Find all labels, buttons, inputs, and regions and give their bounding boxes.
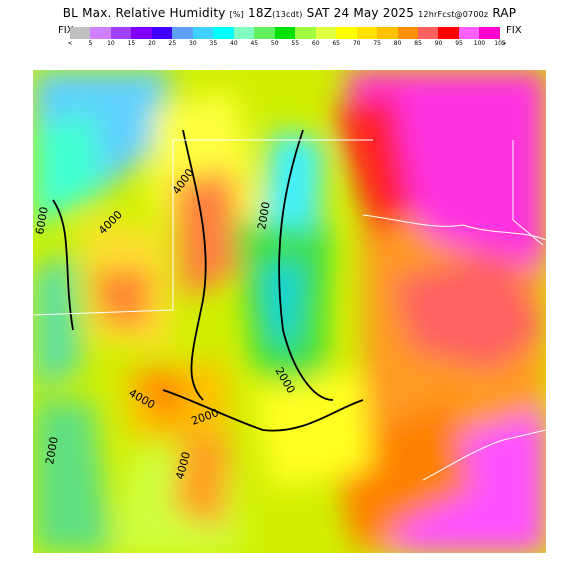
legend-swatch (336, 27, 357, 39)
fix-right-label: FIX (506, 25, 522, 36)
legend-swatch (254, 27, 275, 39)
contour-6000 (52, 199, 74, 331)
legend-swatch (295, 27, 316, 39)
legend-tick-label: 30 (189, 40, 197, 47)
state-border-east (512, 140, 544, 246)
title-fcst: 12hrFcst@0700z (418, 10, 489, 19)
legend-swatch (458, 27, 480, 39)
legend-tick-label: 90 (434, 40, 443, 47)
legend-swatch (213, 27, 234, 39)
state-border-west (33, 140, 174, 316)
legend-tick-label: 95 (455, 40, 463, 47)
legend-ticks: < > 5 10 15 20 25 30 35 40 45 50 55 60 65 70 75 80 85 90 9… (64, 40, 510, 52)
legend-swatch (192, 27, 214, 39)
legend-swatch (438, 27, 459, 39)
legend-tick-label: 50 (270, 40, 279, 47)
legend-swatch (377, 27, 398, 39)
legend-swatch (131, 27, 152, 39)
title-time: 18Z (248, 6, 273, 20)
legend-tick-label: 10 (107, 40, 115, 47)
river-border (362, 214, 546, 241)
contour-label-6000: 6000 (33, 206, 51, 236)
legend-lt: < (67, 40, 73, 47)
title-model: RAP (492, 6, 517, 20)
legend-swatch (172, 27, 193, 39)
legend-tick-label: 65 (332, 40, 341, 47)
legend-tick-label: 100 (473, 40, 486, 47)
height-contours (52, 129, 364, 432)
humidity-field (33, 70, 546, 553)
legend-tick-label: 25 (168, 40, 177, 47)
legend-tick-label: 60 (311, 40, 320, 47)
legend-swatch (233, 27, 255, 39)
legend-swatch (151, 27, 173, 39)
legend-swatch (397, 27, 418, 39)
legend-gt: > (501, 40, 507, 47)
legend-tick-label: 35 (209, 40, 218, 47)
legend-swatch (479, 27, 500, 39)
humidity-map: 6000 4000 4000 2000 2000 4000 2000 4000 … (33, 70, 546, 553)
legend-tick-label: 85 (414, 40, 422, 47)
contour-label-2000-a: 2000 (255, 201, 273, 231)
contour-label-2000-d: 2000 (43, 436, 61, 466)
title-date: SAT 24 May 2025 (306, 6, 415, 20)
title-unit: [%] (229, 10, 245, 19)
legend-swatch (90, 27, 111, 39)
legend-tick-label: 40 (229, 40, 238, 47)
legend-tick-label: 75 (373, 40, 381, 47)
legend-tick-label: 55 (291, 40, 300, 47)
legend-swatch (70, 27, 91, 39)
legend-tick-label: 45 (250, 40, 259, 47)
legend-tick-label: 70 (352, 40, 361, 47)
coastline (422, 429, 546, 481)
contour-2000-south (162, 389, 364, 432)
map-title: BL Max. Relative Humidity [%] 18Z(13cdt)… (0, 6, 579, 20)
contour-2000-north (278, 129, 334, 401)
title-local: (13cdt) (272, 10, 303, 19)
legend-tick-label: 15 (127, 40, 136, 47)
legend-swatch (274, 27, 296, 39)
state-borders (33, 139, 546, 481)
legend-tick-label: 5 (88, 40, 93, 47)
legend-swatch (356, 27, 378, 39)
fix-left-label: FIX (58, 25, 74, 36)
legend-tick-label: 105 (494, 40, 506, 47)
title-main: BL Max. Relative Humidity (62, 6, 226, 20)
color-legend (70, 27, 500, 39)
legend-swatch (110, 27, 132, 39)
legend-swatch (417, 27, 439, 39)
contour-4000 (182, 129, 207, 401)
legend-tick-label: 80 (393, 40, 402, 47)
legend-swatch (315, 27, 337, 39)
legend-tick-label: 20 (148, 40, 156, 47)
